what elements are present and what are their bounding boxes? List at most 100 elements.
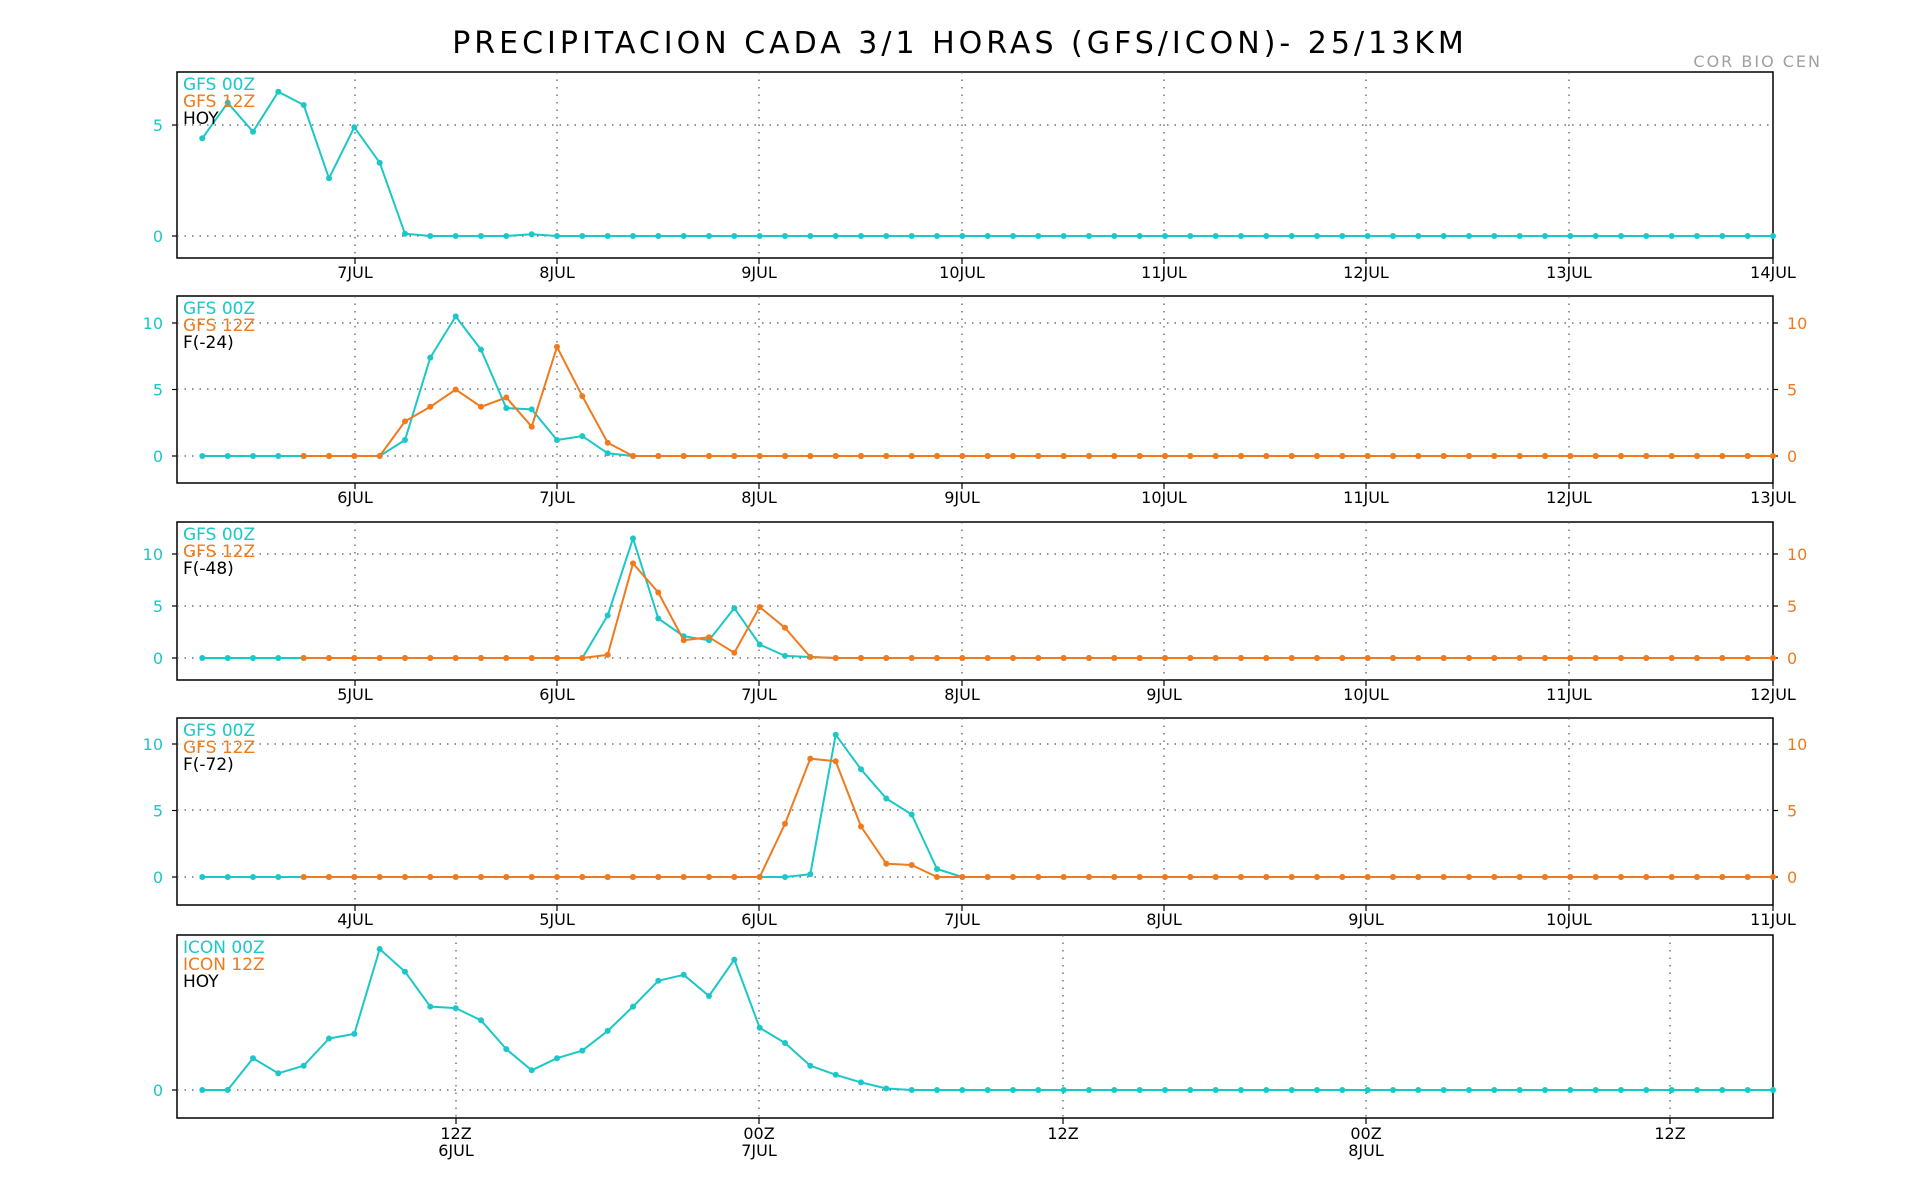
data-point xyxy=(1592,453,1599,459)
series-line xyxy=(202,948,1773,1091)
data-point xyxy=(427,655,434,661)
data-point xyxy=(706,453,712,459)
data-point xyxy=(300,874,307,880)
data-point xyxy=(1668,233,1675,239)
data-point xyxy=(858,453,864,459)
data-point xyxy=(858,1079,864,1086)
data-point xyxy=(1516,453,1523,459)
data-point xyxy=(1136,1087,1143,1093)
data-point xyxy=(1238,453,1244,459)
data-point xyxy=(452,1005,459,1012)
data-point xyxy=(934,233,940,239)
data-point xyxy=(1542,453,1548,459)
data-point xyxy=(1770,1087,1776,1093)
data-point xyxy=(427,1003,434,1010)
data-point xyxy=(832,655,839,661)
data-point xyxy=(680,874,687,880)
data-point xyxy=(908,233,915,239)
data-point xyxy=(1466,874,1472,880)
data-point xyxy=(731,605,738,612)
data-point xyxy=(351,453,358,459)
data-point xyxy=(1618,453,1624,459)
data-point xyxy=(1060,1087,1067,1093)
data-point xyxy=(275,88,282,95)
x-tick-label: 8JUL xyxy=(1146,910,1182,929)
data-point xyxy=(199,655,206,661)
x-tick-label: 6JUL xyxy=(337,488,373,507)
data-point xyxy=(1542,874,1548,880)
data-point xyxy=(756,233,763,239)
data-point xyxy=(300,453,307,459)
series-line xyxy=(303,757,1773,878)
data-point xyxy=(1364,233,1371,239)
x-tick-label: 00Z xyxy=(743,1124,774,1143)
data-point xyxy=(782,874,788,880)
data-point xyxy=(300,102,307,108)
data-point xyxy=(503,233,510,239)
data-point xyxy=(1440,655,1447,661)
data-point xyxy=(250,453,256,459)
x-tick-label: 11JUL xyxy=(1546,685,1592,704)
data-point xyxy=(1086,655,1092,661)
data-point xyxy=(1491,655,1498,661)
data-point xyxy=(1187,233,1194,239)
data-point xyxy=(1339,874,1346,880)
data-point xyxy=(756,453,763,459)
data-point xyxy=(1288,1087,1295,1093)
data-point xyxy=(731,649,738,656)
data-point xyxy=(1415,1087,1422,1093)
data-point xyxy=(959,874,966,880)
data-point xyxy=(250,874,256,880)
data-point xyxy=(224,1087,231,1093)
data-point xyxy=(807,1062,814,1069)
data-point xyxy=(452,313,459,320)
x-tick-label: 4JUL xyxy=(337,910,373,929)
data-point xyxy=(1440,1087,1447,1093)
data-point xyxy=(655,874,662,880)
data-point xyxy=(756,874,763,880)
data-point xyxy=(402,655,408,661)
data-point xyxy=(731,233,738,239)
x-tick-label: 13JUL xyxy=(1750,488,1796,507)
series-line xyxy=(201,90,1773,237)
data-point xyxy=(858,655,864,661)
data-point xyxy=(224,874,231,880)
x-tick-sublabel: 6JUL xyxy=(438,1141,474,1160)
data-point xyxy=(604,651,611,658)
data-point xyxy=(1643,874,1650,880)
data-point xyxy=(807,755,814,762)
data-point xyxy=(984,655,991,661)
series-gfs-12z xyxy=(300,560,1776,661)
data-point xyxy=(199,135,206,142)
data-point xyxy=(1212,453,1219,459)
data-point xyxy=(1111,874,1118,880)
data-point xyxy=(630,560,636,567)
data-point xyxy=(528,423,535,430)
data-point xyxy=(402,874,408,880)
data-point xyxy=(1440,453,1447,459)
data-point xyxy=(1618,233,1624,239)
panel-2: 6JUL 7JUL 8JUL 9JUL 10JUL 11JUL 12JUL 13JUL 0 5 10… xyxy=(143,295,1807,507)
data-point xyxy=(1390,655,1396,661)
data-point xyxy=(1035,655,1042,661)
data-point xyxy=(427,403,434,410)
data-point xyxy=(1162,453,1168,459)
data-point xyxy=(1035,1087,1042,1093)
series-gfs-00z xyxy=(199,731,1751,880)
data-point xyxy=(452,874,459,880)
data-point xyxy=(604,1027,611,1034)
legend-entry: GFS 00Z xyxy=(183,299,255,319)
data-point xyxy=(782,820,788,827)
x-tick-label: 6JUL xyxy=(741,910,777,929)
data-point xyxy=(1719,233,1726,239)
data-point xyxy=(883,655,890,661)
data-point xyxy=(275,453,282,459)
x-tick-label: 12JUL xyxy=(1546,488,1592,507)
data-point xyxy=(1339,1087,1346,1093)
data-point xyxy=(1111,1087,1118,1093)
data-point xyxy=(1162,655,1168,661)
data-point xyxy=(1212,874,1219,880)
data-point xyxy=(1415,453,1422,459)
data-point xyxy=(554,874,560,880)
